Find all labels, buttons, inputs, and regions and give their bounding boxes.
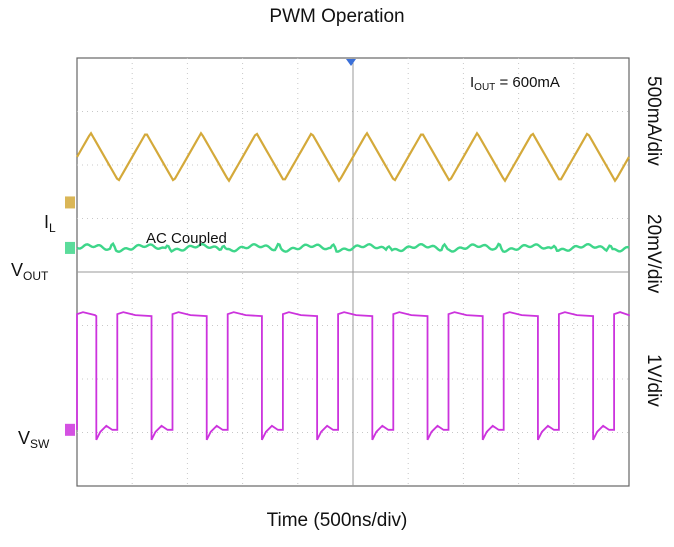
trace-vsw <box>76 311 630 441</box>
trace-vout <box>76 241 630 253</box>
channel-label-vout: VOUT <box>11 260 49 283</box>
trace-il <box>76 131 630 183</box>
ac-coupled-annotation: AC Coupled <box>146 230 227 247</box>
scale-label-il: 500mA/div <box>643 76 664 166</box>
scale-label-vsw: 1V/div <box>643 354 664 407</box>
chart-title: PWM Operation <box>269 6 405 27</box>
scale-label-vout: 20mV/div <box>643 214 664 294</box>
plot-traces <box>65 131 630 441</box>
x-axis-label: Time (500ns/div) <box>266 510 408 531</box>
channel-marker <box>65 423 75 436</box>
channel-label-il: IL <box>44 212 56 235</box>
plot-grid <box>77 58 629 486</box>
trigger-marker <box>346 59 356 66</box>
channel-label-vsw: VSW <box>18 428 50 451</box>
channel-marker <box>65 196 75 209</box>
iout-annotation: IOUT = 600mA <box>470 74 560 93</box>
channel-marker <box>65 241 75 254</box>
